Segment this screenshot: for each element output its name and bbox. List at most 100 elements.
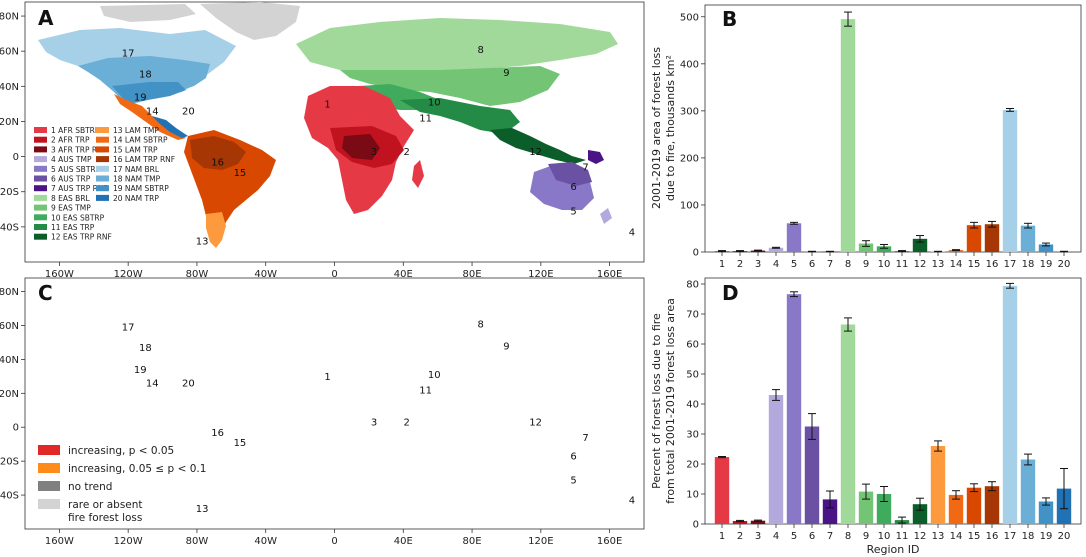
na-tropical bbox=[152, 116, 188, 138]
region-label: 12 bbox=[529, 418, 542, 429]
x-tick-label: 15 bbox=[968, 259, 981, 270]
bar bbox=[984, 224, 1000, 252]
x-tick-label: 18 bbox=[1022, 259, 1035, 270]
panel-a-map: 80N 60N 40N 20N 0 20S 40S 160W 120W 80W 40W 0 40E 80E… bbox=[0, 1, 645, 280]
y-tick-label: 60 bbox=[686, 340, 699, 351]
panel-c-legend: increasing, p < 0.05 increasing, 0.05 ≤ p… bbox=[38, 445, 206, 524]
bar bbox=[840, 19, 856, 252]
bar bbox=[1020, 225, 1036, 252]
legend-a-label: 4 AUS TMP bbox=[51, 155, 92, 164]
region-label: 16 bbox=[211, 428, 224, 439]
lon-tick-label: 160W bbox=[45, 269, 74, 280]
lat-tick-label: 60N bbox=[0, 321, 19, 332]
legend-a-label: 17 NAM BRL bbox=[113, 165, 160, 174]
legend-a-label: 7 AUS TRP RNF bbox=[51, 184, 108, 193]
x-tick-label: 16 bbox=[986, 531, 999, 542]
region-label: 2 bbox=[404, 147, 410, 158]
bar bbox=[768, 395, 784, 524]
region-label: 17 bbox=[122, 323, 135, 334]
legend-a-label: 1 AFR SBTRP bbox=[51, 126, 100, 135]
region-label: 4 bbox=[629, 228, 635, 239]
bar bbox=[822, 499, 838, 524]
x-tick-label: 17 bbox=[1004, 531, 1017, 542]
region-label: 6 bbox=[570, 452, 576, 463]
y-tick-label: 40 bbox=[686, 400, 699, 411]
panel-a-axes: 80N 60N 40N 20N 0 20S 40S 160W 120W 80W 40W 0 40E 80E… bbox=[0, 12, 622, 280]
y-tick-label: 400 bbox=[680, 59, 699, 70]
legend-a-swatch bbox=[34, 136, 47, 143]
aus-rainforest bbox=[588, 150, 604, 164]
legend-a-swatch bbox=[96, 194, 109, 201]
legend-a-swatch bbox=[96, 185, 109, 192]
eas-rainforest bbox=[490, 128, 586, 164]
x-tick-label: 4 bbox=[773, 259, 779, 270]
region-label: 7 bbox=[582, 163, 588, 174]
legend-a-label: 3 AFR TRP RNF bbox=[51, 145, 107, 154]
bar bbox=[732, 521, 748, 524]
x-tick-label: 15 bbox=[968, 531, 981, 542]
legend-a-swatch bbox=[34, 156, 47, 163]
x-tick-label: 17 bbox=[1004, 259, 1017, 270]
lon-tick-label: 80E bbox=[463, 269, 482, 280]
legend-a-swatch bbox=[34, 175, 47, 182]
legend-c-label-2: fire forest loss bbox=[68, 512, 142, 524]
x-tick-label: 2 bbox=[737, 531, 743, 542]
legend-a-swatch bbox=[34, 233, 47, 240]
panel-d-xlabel: Region ID bbox=[867, 543, 920, 556]
bar bbox=[840, 324, 856, 524]
region-label: 17 bbox=[122, 48, 135, 59]
region-label: 9 bbox=[503, 341, 509, 352]
y-tick-label: 300 bbox=[680, 106, 699, 117]
y-tick-label: 20 bbox=[686, 460, 699, 471]
greenland bbox=[200, 2, 300, 40]
legend-a-label: 16 LAM TRP RNF bbox=[113, 155, 175, 164]
africa-rainforest bbox=[342, 134, 380, 160]
legend-a-label: 6 AUS TRP bbox=[51, 175, 91, 184]
lon-tick-label: 80W bbox=[186, 536, 209, 547]
x-tick-label: 9 bbox=[863, 259, 869, 270]
lat-tick-label: 20S bbox=[0, 187, 19, 198]
y-tick-label: 50 bbox=[686, 370, 699, 381]
eas-temperate bbox=[340, 66, 560, 106]
lat-tick-label: 0 bbox=[13, 152, 19, 163]
panel-c-frame bbox=[24, 277, 645, 530]
lon-tick-label: 0 bbox=[331, 269, 337, 280]
x-tick-label: 1 bbox=[719, 259, 725, 270]
lon-tick-label: 120E bbox=[528, 269, 553, 280]
panel-d-letter: D bbox=[722, 281, 739, 305]
lat-tick-label: 40S bbox=[0, 491, 19, 502]
x-tick-label: 13 bbox=[932, 531, 945, 542]
region-label: 15 bbox=[234, 438, 247, 449]
legend-a-label: 18 NAM TMP bbox=[113, 175, 161, 184]
aus-tropical bbox=[548, 162, 592, 186]
region-label: 19 bbox=[134, 92, 147, 103]
legend-c-label: no trend bbox=[68, 481, 112, 493]
y-tick-label: 100 bbox=[680, 200, 699, 211]
lat-tick-label: 40N bbox=[0, 355, 19, 366]
bar bbox=[966, 487, 982, 524]
region-label: 11 bbox=[419, 113, 432, 124]
bar bbox=[1020, 459, 1036, 524]
y-tick-label: 10 bbox=[686, 490, 699, 501]
x-tick-label: 8 bbox=[845, 531, 851, 542]
region-label: 18 bbox=[139, 343, 152, 354]
legend-a-swatch bbox=[34, 204, 47, 211]
legend-a-swatch bbox=[96, 156, 109, 163]
lon-tick-label: 0 bbox=[331, 536, 337, 547]
bar bbox=[768, 247, 784, 252]
x-tick-label: 2 bbox=[737, 259, 743, 270]
panel-a-land bbox=[38, 2, 618, 248]
region-label: 19 bbox=[134, 365, 147, 376]
y-tick-label: 0 bbox=[693, 248, 699, 259]
region-label: 10 bbox=[428, 98, 441, 109]
legend-a-label: 11 EAS TRP bbox=[51, 223, 95, 232]
legend-a-label: 5 AUS SBTRP bbox=[51, 165, 101, 174]
legend-a-swatch bbox=[34, 224, 47, 230]
legend-c-label: rare or absent bbox=[68, 499, 143, 511]
y-tick-label: 70 bbox=[686, 310, 699, 321]
region-label: 1 bbox=[324, 99, 330, 110]
